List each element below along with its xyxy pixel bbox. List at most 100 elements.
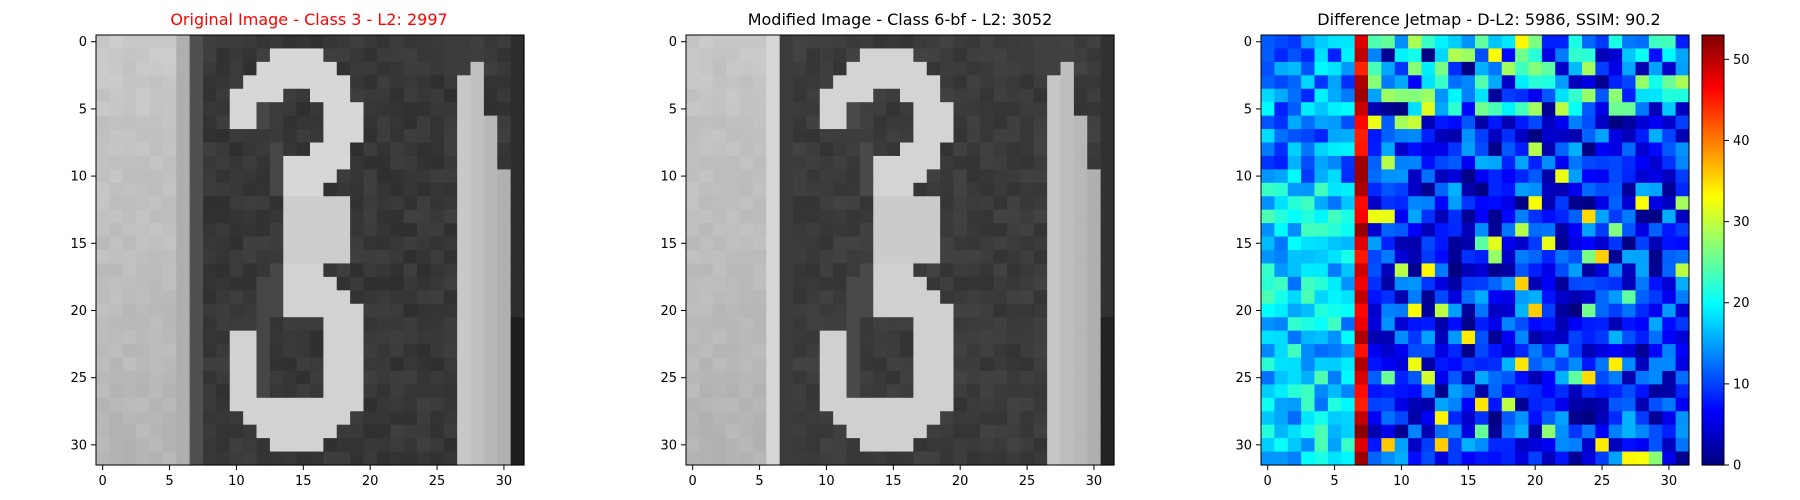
image-cell (269, 182, 284, 197)
image-cell (1368, 75, 1382, 90)
image-cell (336, 330, 351, 345)
image-cell (793, 384, 807, 399)
image-cell (310, 61, 324, 76)
image-cell (510, 35, 525, 50)
image-cell (109, 303, 124, 318)
image-cell (162, 317, 177, 332)
image-cell (1488, 317, 1503, 332)
image-cell (96, 48, 110, 63)
image-cell (457, 384, 472, 399)
colorbar-segment (1702, 350, 1724, 355)
image-cell (806, 276, 821, 291)
image-cell (243, 263, 258, 278)
image-cell (699, 155, 714, 170)
colorbar-segment (1702, 307, 1724, 312)
image-cell (1541, 263, 1556, 278)
image-cell (1635, 75, 1650, 90)
image-cell (766, 344, 781, 359)
image-cell (417, 370, 431, 385)
image-cell (483, 330, 498, 345)
image-cell (712, 303, 727, 318)
image-cell (256, 209, 271, 224)
image-cell (417, 438, 431, 453)
image-cell (1327, 129, 1342, 144)
image-cell (1274, 61, 1289, 76)
image-cell (1568, 35, 1583, 50)
image-cell (1047, 102, 1062, 117)
axes-frame (685, 34, 1115, 466)
image-cell (1555, 276, 1570, 291)
image-cell (497, 236, 512, 251)
image-cell (109, 155, 124, 170)
image-cell (1501, 196, 1516, 211)
image-cell (109, 357, 124, 372)
image-cell (1475, 303, 1489, 318)
image-cell (1394, 290, 1409, 305)
image-cell (323, 155, 338, 170)
image-cell (752, 142, 767, 157)
image-cell (1434, 236, 1449, 251)
image-cell (699, 250, 714, 265)
image-cell (686, 424, 700, 439)
image-cell (216, 48, 231, 63)
image-cell (323, 424, 338, 439)
image-cell (1515, 370, 1530, 385)
image-cell (176, 451, 191, 466)
image-cell (470, 75, 485, 90)
image-cell (1301, 236, 1316, 251)
image-cell (1568, 155, 1583, 170)
image-cell (1568, 88, 1583, 103)
colorbar-segment (1702, 447, 1724, 452)
image-cell (1394, 276, 1409, 291)
image-cell (122, 263, 137, 278)
image-cell (806, 48, 821, 63)
image-cell (1555, 451, 1570, 466)
image-cell (1341, 370, 1356, 385)
image-cell (216, 142, 231, 157)
image-cell (953, 357, 968, 372)
image-cell (833, 451, 848, 466)
image-cell (1555, 61, 1570, 76)
image-cell (1675, 276, 1690, 291)
image-cell (1555, 424, 1570, 439)
image-cell (1327, 290, 1342, 305)
image-cell (993, 209, 1008, 224)
image-cell (149, 330, 164, 345)
image-cell (430, 357, 445, 372)
image-cell (699, 35, 714, 50)
image-cell (953, 88, 968, 103)
image-cell (913, 169, 928, 184)
image-cell (1434, 155, 1449, 170)
colorbar-segment (1702, 178, 1724, 183)
image-cell (443, 411, 458, 426)
image-cell (189, 250, 204, 265)
image-cell (269, 35, 284, 50)
image-cell (1461, 317, 1476, 332)
image-cell (1675, 330, 1690, 345)
image-cell (269, 102, 284, 117)
y-tick-label: 25 (660, 371, 677, 386)
image-cell (1515, 88, 1530, 103)
image-cell (1434, 303, 1449, 318)
image-cell (1301, 209, 1316, 224)
image-cell (1033, 115, 1048, 130)
image-cell (1501, 102, 1516, 117)
image-cell (1301, 330, 1316, 345)
image-cell (296, 317, 311, 332)
image-cell (873, 182, 888, 197)
colorbar-tick-label: 40 (1733, 134, 1750, 149)
image-cell (859, 303, 874, 318)
image-cell (189, 357, 204, 372)
image-cell (483, 88, 498, 103)
image-cell (752, 451, 767, 466)
image-cell (1274, 196, 1289, 211)
image-cell (243, 155, 258, 170)
image-cell (1408, 129, 1423, 144)
image-cell (122, 317, 137, 332)
image-cell (1421, 129, 1436, 144)
image-cell (739, 357, 754, 372)
image-cell (417, 88, 431, 103)
image-cell (1381, 357, 1396, 372)
image-cell (376, 357, 391, 372)
image-cell (1648, 263, 1663, 278)
